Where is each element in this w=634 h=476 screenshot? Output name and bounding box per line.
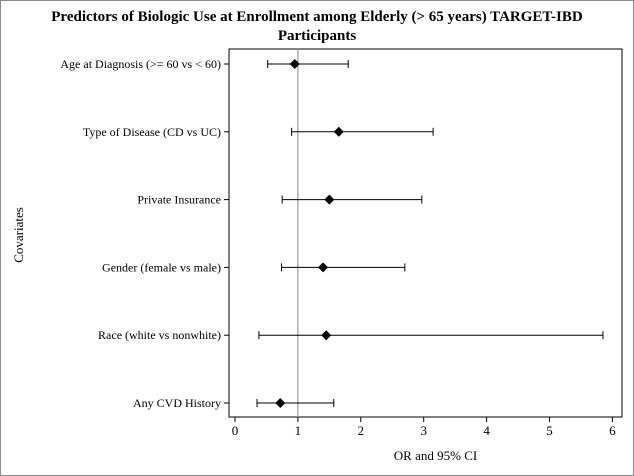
covariate-label: Age at Diagnosis (>= 60 vs < 60) (60, 57, 221, 71)
or-point-marker (289, 59, 300, 69)
y-axis-label: Covariates (11, 207, 26, 263)
or-point-marker (321, 330, 332, 341)
covariate-label: Private Insurance (137, 193, 221, 207)
chart-title-line-2: Participants (277, 28, 357, 44)
x-tick-label: 1 (295, 423, 302, 438)
covariate-label: Type of Disease (CD vs UC) (83, 125, 221, 139)
or-point-marker (333, 126, 344, 137)
plot-area-frame (228, 48, 623, 418)
chart-title-line-1: Predictors of Biologic Use at Enrollment… (51, 9, 583, 25)
x-tick-label: 6 (609, 423, 616, 438)
x-tick-label: 0 (232, 423, 239, 438)
or-point-marker (318, 262, 329, 273)
or-point-marker (324, 194, 335, 205)
or-point-marker (275, 398, 286, 408)
covariate-label: Gender (female vs male) (102, 260, 221, 274)
x-tick-label: 3 (420, 423, 427, 438)
x-axis-label: OR and 95% CI (394, 448, 477, 463)
x-tick-label: 5 (546, 423, 553, 438)
x-tick-label: 2 (358, 423, 365, 438)
covariate-label: Any CVD History (133, 396, 221, 410)
x-tick-label: 4 (483, 423, 490, 438)
covariate-label: Race (white vs nonwhite) (98, 328, 221, 342)
